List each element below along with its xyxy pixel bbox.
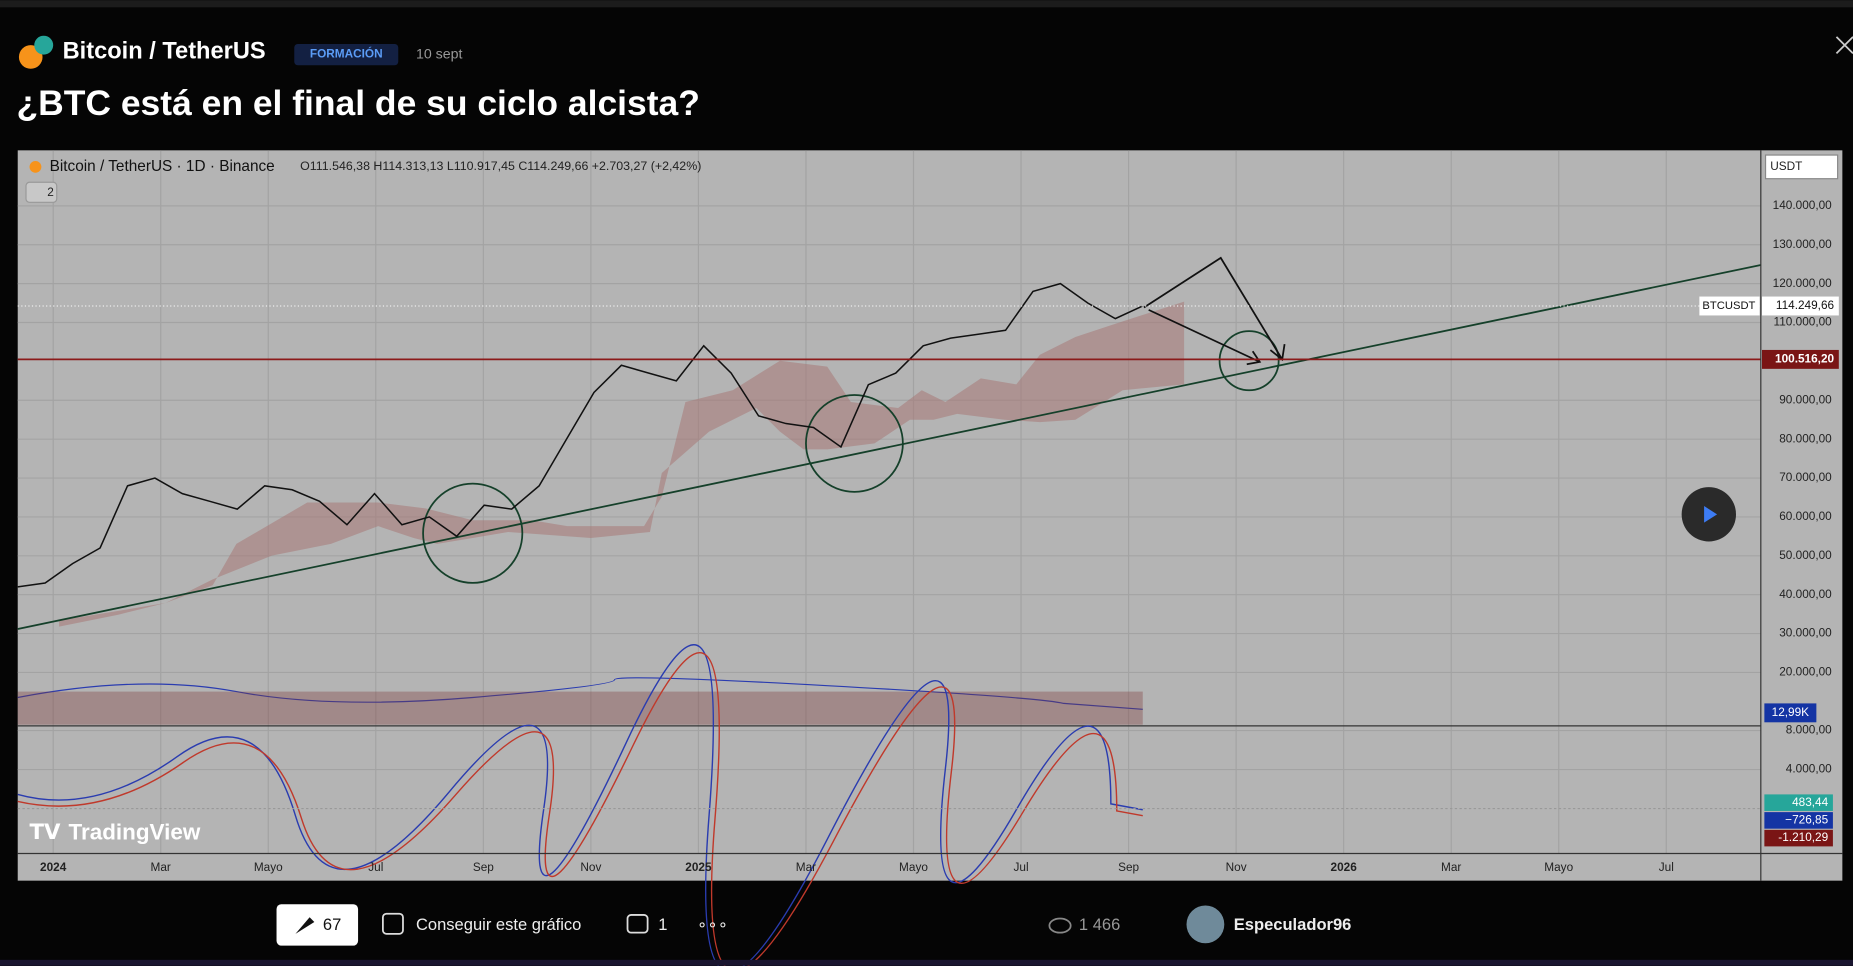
last-price-label: 114.249,66 <box>1776 298 1835 312</box>
author-avatar[interactable] <box>1186 905 1225 944</box>
circle-annotation <box>805 394 904 493</box>
x-tick-label: Mayo <box>1544 860 1573 874</box>
osc-label: 483,44 <box>1792 795 1829 809</box>
chart-icon <box>382 912 404 935</box>
comment-icon[interactable] <box>626 914 649 934</box>
brand: TradingView <box>69 819 201 844</box>
level-label: 100.516,20 <box>1775 352 1834 366</box>
x-tick-label: Mayo <box>254 860 283 874</box>
osc-label-bg <box>1764 812 1833 829</box>
x-tick-label: Nov <box>580 860 601 874</box>
play-icon <box>1704 506 1718 523</box>
x-tick-label: Nov <box>1226 860 1247 874</box>
price-marks <box>17 282 1761 588</box>
osc-tick-label: 4.000,00 <box>1786 762 1832 776</box>
x-tick-label: Mayo <box>899 860 928 874</box>
author[interactable]: Especulador96 <box>1234 915 1352 934</box>
last-price-bg <box>1762 296 1839 316</box>
currency-box[interactable] <box>1764 154 1839 180</box>
date: 10 sept <box>416 46 463 62</box>
x-tick-label: Jul <box>368 860 383 874</box>
volume-bars <box>17 691 1143 725</box>
osc-label-bg <box>1764 829 1833 847</box>
osc-label: −726,85 <box>1785 813 1828 827</box>
symbol[interactable]: Bitcoin / TetherUS <box>63 38 266 64</box>
x-tick-label: 2026 <box>1331 860 1358 874</box>
y-tick-label: 20.000,00 <box>1779 665 1832 679</box>
y-tick-label: 60.000,00 <box>1779 509 1832 523</box>
y-tick-label: 110.000,00 <box>1774 315 1833 329</box>
x-tick-label: Mar <box>1441 860 1461 874</box>
bottom-bar <box>0 959 1853 966</box>
symbol-tag: BTCUSDT <box>1702 300 1755 312</box>
badge[interactable]: FORMACIÓN <box>310 47 383 61</box>
close-button[interactable] <box>1835 36 1853 55</box>
usdt-icon <box>34 35 54 55</box>
osc-tick-label: 8.000,00 <box>1786 723 1832 737</box>
currency: USDT <box>1770 159 1802 173</box>
y-tick-label: 120.000,00 <box>1773 276 1832 290</box>
grid <box>17 150 1761 854</box>
badge-bg <box>294 43 399 66</box>
y-tick-label: 50.000,00 <box>1779 548 1832 562</box>
y-tick-label: 80.000,00 <box>1779 431 1832 445</box>
osc-label-bg <box>1764 794 1833 811</box>
osc-label: -1.210,29 <box>1778 830 1828 844</box>
top-bar <box>0 0 1853 8</box>
x-tick-label: 2025 <box>685 860 712 874</box>
volume-ma <box>17 677 1143 710</box>
legend-symbol: Bitcoin / TetherUS · 1D · Binance <box>50 158 275 175</box>
x-tick-label: Sep <box>473 860 494 874</box>
views-icon <box>1048 917 1072 934</box>
legend-icon <box>29 160 42 173</box>
circle-annotation <box>422 482 524 584</box>
boost-icon <box>295 917 315 934</box>
legend-ohlc: O111.546,38 H114.313,13 L110.917,45 C114… <box>300 159 701 173</box>
y-tick-label: 90.000,00 <box>1779 392 1832 406</box>
x-tick-label: Sep <box>1118 860 1139 874</box>
volume-label: 12,99K <box>1772 705 1810 719</box>
macd-line <box>17 644 1143 966</box>
brand-logo: 𝗧𝗩 <box>30 820 62 844</box>
trend-line <box>17 264 1762 630</box>
y-tick-label: 130.000,00 <box>1773 237 1832 251</box>
boost-button[interactable] <box>276 904 359 946</box>
idea-title: ¿BTC está en el final de su ciclo alcist… <box>17 83 700 123</box>
views: 1 466 <box>1079 915 1120 934</box>
y-tick-label: 30.000,00 <box>1779 626 1832 640</box>
indicators-count: 2 <box>47 185 54 199</box>
x-tick-label: 2024 <box>40 860 67 874</box>
boosts: 67 <box>323 915 341 934</box>
circle-annotation <box>1218 330 1280 392</box>
volume-label-bg <box>1764 703 1817 723</box>
comments: 1 <box>658 915 667 934</box>
price-line <box>17 282 1144 588</box>
indicators-toggle[interactable] <box>25 181 58 203</box>
x-tick-label: Jul <box>1659 860 1674 874</box>
symbol-tag-bg <box>1699 296 1760 316</box>
signal-line <box>17 652 1143 966</box>
x-tick-label: Mar <box>796 860 816 874</box>
level-label-bg <box>1762 349 1839 369</box>
x-tick-label: Mar <box>151 860 171 874</box>
x-tick-label: Jul <box>1013 860 1028 874</box>
get-chart[interactable]: Conseguir este gráfico <box>416 915 581 934</box>
y-tick-label: 70.000,00 <box>1779 470 1832 484</box>
y-tick-label: 40.000,00 <box>1779 587 1832 601</box>
y-tick-label: 140.000,00 <box>1773 198 1832 212</box>
more-button[interactable]: ∘∘∘ <box>697 915 728 934</box>
